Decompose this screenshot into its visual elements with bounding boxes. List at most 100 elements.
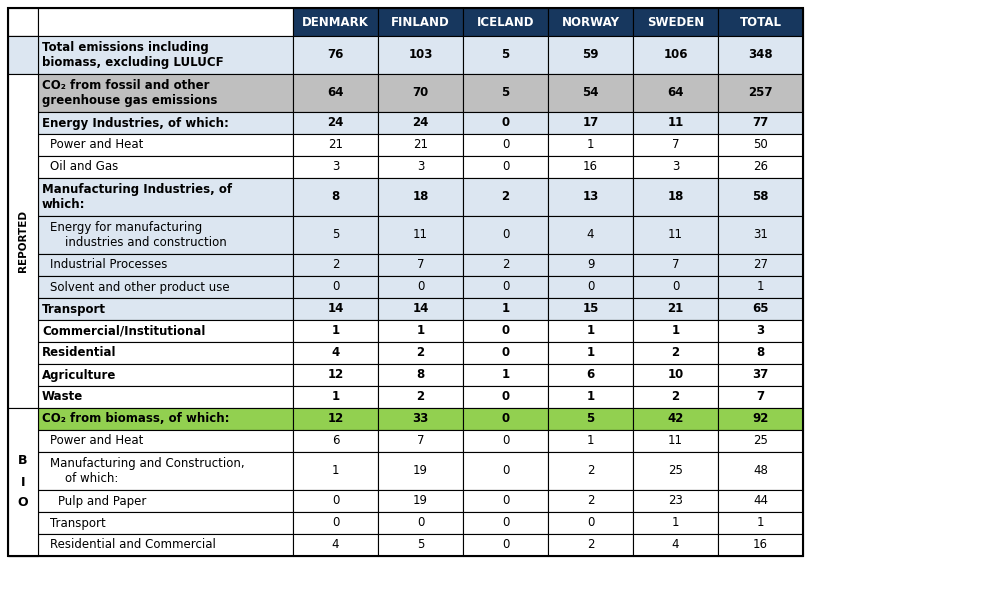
Bar xyxy=(8,408,38,556)
Text: 1: 1 xyxy=(331,324,339,338)
Bar xyxy=(293,74,378,112)
Text: 26: 26 xyxy=(753,160,768,174)
Bar xyxy=(718,452,803,490)
Bar xyxy=(8,134,38,156)
Text: 64: 64 xyxy=(668,87,683,99)
Bar xyxy=(38,156,293,178)
Text: 0: 0 xyxy=(502,139,509,151)
Bar xyxy=(378,156,463,178)
Text: 2: 2 xyxy=(671,390,679,404)
Bar xyxy=(378,276,463,298)
Text: Energy for manufacturing
    industries and construction: Energy for manufacturing industries and … xyxy=(50,221,227,249)
Text: 0: 0 xyxy=(332,517,339,529)
Text: NORWAY: NORWAY xyxy=(561,16,619,28)
Bar xyxy=(463,178,548,216)
Text: 16: 16 xyxy=(753,538,768,552)
Bar xyxy=(293,8,378,36)
Bar xyxy=(8,490,38,512)
Text: 2: 2 xyxy=(502,191,510,203)
Bar xyxy=(548,216,633,254)
Bar xyxy=(633,276,718,298)
Bar xyxy=(38,342,293,364)
Text: Residential and Commercial: Residential and Commercial xyxy=(50,538,216,552)
Text: 0: 0 xyxy=(332,494,339,508)
Text: 0: 0 xyxy=(502,390,510,404)
Text: 4: 4 xyxy=(331,347,339,359)
Bar xyxy=(718,430,803,452)
Text: 11: 11 xyxy=(668,117,683,129)
Text: 1: 1 xyxy=(587,324,595,338)
Bar xyxy=(548,430,633,452)
Bar xyxy=(8,74,38,112)
Text: 0: 0 xyxy=(671,281,679,293)
Bar xyxy=(633,408,718,430)
Bar xyxy=(293,490,378,512)
Bar xyxy=(718,216,803,254)
Text: SWEDEN: SWEDEN xyxy=(647,16,704,28)
Text: 92: 92 xyxy=(752,413,769,425)
Bar xyxy=(463,156,548,178)
Text: 58: 58 xyxy=(752,191,769,203)
Text: 27: 27 xyxy=(753,258,768,272)
Text: 0: 0 xyxy=(502,117,510,129)
Bar xyxy=(38,452,293,490)
Bar xyxy=(548,112,633,134)
Bar xyxy=(378,490,463,512)
Bar xyxy=(38,8,293,36)
Text: 1: 1 xyxy=(587,434,595,448)
Bar xyxy=(633,386,718,408)
Text: 0: 0 xyxy=(502,413,510,425)
Text: 0: 0 xyxy=(587,281,595,293)
Text: 2: 2 xyxy=(416,390,425,404)
Text: 18: 18 xyxy=(668,191,683,203)
Bar xyxy=(633,452,718,490)
Text: 2: 2 xyxy=(331,258,339,272)
Text: 0: 0 xyxy=(502,538,509,552)
Bar xyxy=(548,512,633,534)
Text: 70: 70 xyxy=(412,87,429,99)
Bar xyxy=(463,490,548,512)
Bar xyxy=(463,320,548,342)
Bar xyxy=(38,254,293,276)
Bar xyxy=(8,36,38,74)
Bar xyxy=(38,216,293,254)
Text: 2: 2 xyxy=(587,538,595,552)
Bar xyxy=(8,298,38,320)
Bar xyxy=(463,216,548,254)
Text: 7: 7 xyxy=(671,139,679,151)
Bar xyxy=(378,430,463,452)
Bar xyxy=(378,534,463,556)
Bar xyxy=(463,512,548,534)
Text: 8: 8 xyxy=(756,347,764,359)
Text: 15: 15 xyxy=(583,302,599,315)
Text: 48: 48 xyxy=(753,465,768,477)
Bar xyxy=(293,298,378,320)
Bar xyxy=(463,36,548,74)
Bar xyxy=(548,74,633,112)
Bar xyxy=(718,254,803,276)
Text: CO₂ from biomass, of which:: CO₂ from biomass, of which: xyxy=(42,413,230,425)
Text: 2: 2 xyxy=(502,258,509,272)
Bar xyxy=(548,386,633,408)
Bar xyxy=(293,156,378,178)
Bar xyxy=(8,386,38,408)
Text: 23: 23 xyxy=(669,494,683,508)
Text: 31: 31 xyxy=(753,229,768,241)
Text: B
I
O: B I O xyxy=(18,454,29,509)
Bar xyxy=(293,276,378,298)
Text: 5: 5 xyxy=(501,87,510,99)
Bar xyxy=(378,8,463,36)
Text: 2: 2 xyxy=(587,494,595,508)
Bar xyxy=(548,364,633,386)
Bar xyxy=(293,430,378,452)
Bar xyxy=(38,276,293,298)
Bar xyxy=(718,74,803,112)
Bar xyxy=(633,134,718,156)
Text: 0: 0 xyxy=(417,281,424,293)
Bar xyxy=(293,534,378,556)
Bar xyxy=(633,512,718,534)
Bar xyxy=(633,320,718,342)
Text: Solvent and other product use: Solvent and other product use xyxy=(50,281,230,293)
Bar xyxy=(463,342,548,364)
Text: Energy Industries, of which:: Energy Industries, of which: xyxy=(42,117,229,129)
